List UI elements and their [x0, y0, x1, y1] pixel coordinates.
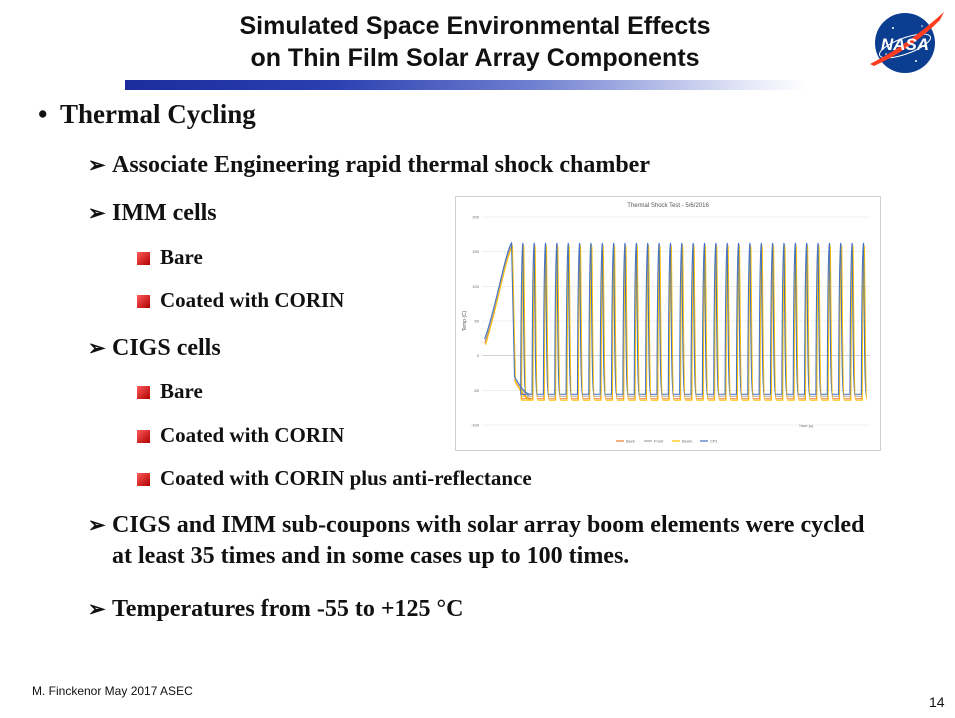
- arrow-bullet-icon: ➢: [88, 153, 106, 177]
- footer-text: M. Finckenor May 2017 ASEC: [32, 684, 193, 698]
- thermal-shock-chart: Thermal Shock Test - 5/6/2016 Temp (C) T…: [455, 196, 881, 451]
- chart-legend-label: Back: [626, 439, 635, 444]
- list-item: ➢ CIGS and IMM sub-coupons with solar arr…: [88, 510, 878, 572]
- sub-list-item-text: Coated with CORIN: [160, 423, 345, 447]
- chart-y-tick-label: 100: [472, 284, 479, 289]
- heading-text: Thermal Cycling: [60, 99, 256, 129]
- arrow-bullet-icon: ➢: [88, 336, 106, 360]
- sub-list-item-text: Coated with CORIN: [160, 288, 345, 312]
- square-bullet-icon: [137, 295, 150, 308]
- list-item-text: IMM cells: [112, 200, 217, 226]
- sub-list-item-text: Coated with CORIN plus anti-reflectance: [160, 466, 532, 490]
- chart-series-line-boom: [485, 245, 868, 401]
- bullet-dot: •: [38, 99, 48, 129]
- nasa-logo-icon: NASA: [870, 12, 944, 73]
- sub-list-item: Bare: [137, 245, 203, 270]
- list-item-text: CIGS and IMM sub-coupons with solar arra…: [112, 512, 865, 569]
- chart-legend-label: Boom: [682, 439, 693, 444]
- list-item-text: CIGS cells: [112, 335, 221, 361]
- list-item-text: Temperatures from -55 to +125 °C: [112, 596, 464, 622]
- chart-y-tick-label: -100: [471, 423, 480, 428]
- sub-list-item: Coated with CORIN: [137, 288, 344, 313]
- chart-series-line-cp1: [484, 241, 867, 395]
- sub-list-item-text: Bare: [160, 245, 203, 269]
- square-bullet-icon: [137, 430, 150, 443]
- chart-y-tick-label: 200: [472, 215, 479, 220]
- list-item: ➢ CIGS cells: [88, 333, 221, 364]
- square-bullet-icon: [137, 386, 150, 399]
- chart-y-axis-label: Temp (C): [462, 310, 468, 331]
- page-number: 14: [929, 694, 945, 710]
- chart-title: Thermal Shock Test - 5/6/2016: [627, 203, 709, 209]
- chart-legend-label: CP1: [710, 439, 719, 444]
- chart-y-tick-label: -50: [473, 388, 480, 393]
- chart-y-tick-label: 0: [477, 353, 480, 358]
- list-item: ➢ IMM cells: [88, 198, 217, 229]
- chart-legend-label: Front: [654, 439, 664, 444]
- list-item-text: Associate Engineering rapid thermal shoc…: [112, 152, 650, 178]
- sub-list-item-text: Bare: [160, 379, 203, 403]
- list-item: ➢ Associate Engineering rapid thermal sho…: [88, 150, 650, 181]
- square-bullet-icon: [137, 473, 150, 486]
- heading-bullet: • Thermal Cycling: [38, 99, 256, 130]
- title-underline-bar: [125, 80, 805, 90]
- sub-list-item: Coated with CORIN plus anti-reflectance: [137, 466, 532, 491]
- list-item: ➢ Temperatures from -55 to +125 °C: [88, 594, 463, 625]
- arrow-bullet-icon: ➢: [88, 201, 106, 225]
- arrow-bullet-icon: ➢: [88, 513, 106, 537]
- sub-list-item: Coated with CORIN: [137, 423, 344, 448]
- slide-title-line1: Simulated Space Environmental Effects: [239, 12, 711, 40]
- chart-y-tick-label: 150: [472, 249, 479, 254]
- arrow-bullet-icon: ➢: [88, 597, 106, 621]
- square-bullet-icon: [137, 252, 150, 265]
- slide-title-line2: on Thin Film Solar Array Components: [250, 44, 700, 72]
- sub-list-item: Bare: [137, 379, 203, 404]
- chart-x-axis-label: Time (s): [799, 423, 814, 428]
- nasa-logo-text: NASA: [881, 35, 929, 54]
- chart-y-tick-label: 50: [475, 319, 480, 324]
